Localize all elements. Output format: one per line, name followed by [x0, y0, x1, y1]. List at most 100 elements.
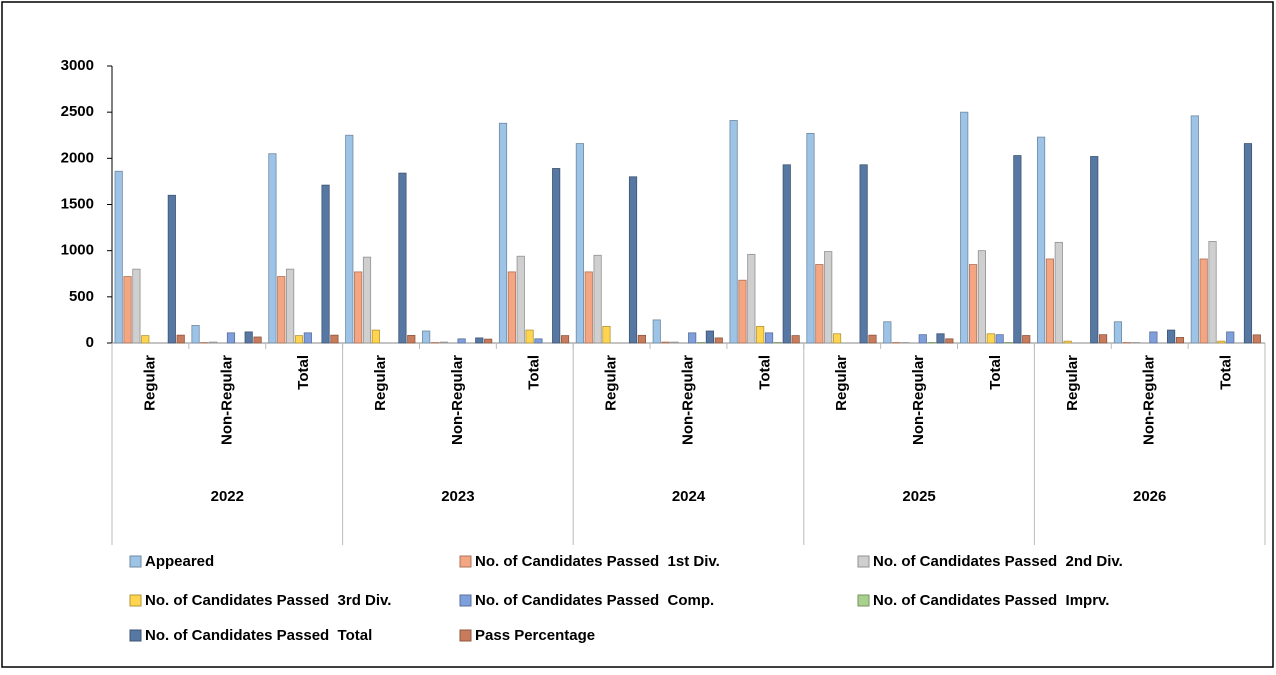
bar	[535, 339, 542, 343]
bar	[133, 269, 140, 343]
bar	[408, 335, 415, 343]
bar	[1055, 242, 1062, 343]
bar	[1150, 332, 1157, 343]
bar	[706, 331, 713, 343]
bar	[603, 326, 610, 343]
bar	[1114, 322, 1121, 343]
bar	[919, 335, 926, 343]
bar	[961, 112, 968, 343]
x-tick-label: Non-Regular	[1141, 355, 1158, 445]
bar	[946, 339, 953, 343]
bar	[792, 336, 799, 343]
legend-swatch	[130, 556, 141, 567]
bar	[1091, 156, 1098, 343]
y-tick-label: 3000	[61, 57, 94, 74]
bar	[331, 335, 338, 343]
legend-label: No. of Candidates Passed Imprv.	[873, 592, 1109, 609]
y-tick-label: 2000	[61, 149, 94, 166]
x-tick-label: Total	[1218, 355, 1235, 390]
x-tick-label: Non-Regular	[449, 355, 466, 445]
x-tick-label: Total	[295, 355, 312, 390]
bar	[142, 336, 149, 343]
bar	[278, 277, 285, 343]
bar	[115, 171, 122, 343]
x-tick-label: Regular	[1064, 355, 1081, 411]
bar	[730, 120, 737, 343]
bar	[354, 272, 361, 343]
bar	[1191, 116, 1198, 343]
bar	[1023, 336, 1030, 343]
bar	[996, 335, 1003, 343]
x-tick-label: Non-Regular	[218, 355, 235, 445]
bar	[1227, 332, 1234, 343]
bar	[304, 333, 311, 343]
group-label: 2025	[902, 488, 935, 505]
bar	[739, 280, 746, 343]
bar	[783, 165, 790, 343]
legend-swatch	[460, 556, 471, 567]
bar	[860, 165, 867, 343]
x-tick-label: Regular	[603, 355, 620, 411]
bar	[833, 334, 840, 343]
bar	[1046, 259, 1053, 343]
y-tick-label: 2500	[61, 103, 94, 120]
bar	[653, 320, 660, 343]
x-tick-label: Regular	[833, 355, 850, 411]
bar	[748, 254, 755, 343]
bar	[1200, 259, 1207, 343]
x-tick-label: Total	[987, 355, 1004, 390]
legend-swatch	[858, 595, 869, 606]
x-tick-label: Regular	[141, 355, 158, 411]
bar	[937, 334, 944, 343]
legend-swatch	[460, 595, 471, 606]
bar	[227, 333, 234, 343]
y-tick-label: 1000	[61, 242, 94, 259]
bar	[1014, 156, 1021, 343]
bar	[987, 334, 994, 343]
group-label: 2023	[441, 488, 474, 505]
legend-swatch	[130, 630, 141, 641]
y-tick-label: 1500	[61, 195, 94, 212]
bar	[295, 336, 302, 343]
bar	[1218, 341, 1225, 343]
bar	[576, 144, 583, 343]
bar	[254, 337, 261, 343]
bar	[638, 335, 645, 343]
y-tick-label: 0	[86, 334, 94, 351]
bar	[245, 332, 252, 343]
x-tick-label: Non-Regular	[910, 355, 927, 445]
bar	[816, 265, 823, 343]
bar	[322, 185, 329, 343]
bar	[715, 338, 722, 343]
legend-label: Appeared	[145, 553, 214, 570]
bar	[484, 339, 491, 343]
legend-swatch	[858, 556, 869, 567]
x-tick-label: Non-Regular	[679, 355, 696, 445]
bar	[552, 168, 559, 343]
legend-label: No. of Candidates Passed 3rd Div.	[145, 592, 391, 609]
bar	[969, 265, 976, 343]
x-tick-label: Total	[526, 355, 543, 390]
group-label: 2026	[1133, 488, 1166, 505]
bar	[594, 255, 601, 343]
bar	[499, 123, 506, 343]
bar	[757, 326, 764, 343]
bar	[168, 195, 175, 343]
bar	[1244, 144, 1251, 343]
bar	[1176, 337, 1183, 343]
bar	[765, 333, 772, 343]
bar	[363, 257, 370, 343]
bar	[1209, 241, 1216, 343]
bar	[807, 133, 814, 343]
bar	[124, 277, 131, 343]
legend-label: No. of Candidates Passed Comp.	[475, 592, 714, 609]
bar	[561, 336, 568, 343]
bar	[346, 135, 353, 343]
legend-label: No. of Candidates Passed 1st Div.	[475, 553, 720, 570]
y-tick-label: 500	[69, 288, 94, 305]
bar	[629, 177, 636, 343]
bar	[399, 173, 406, 343]
bar	[1064, 341, 1071, 343]
bar	[1037, 137, 1044, 343]
